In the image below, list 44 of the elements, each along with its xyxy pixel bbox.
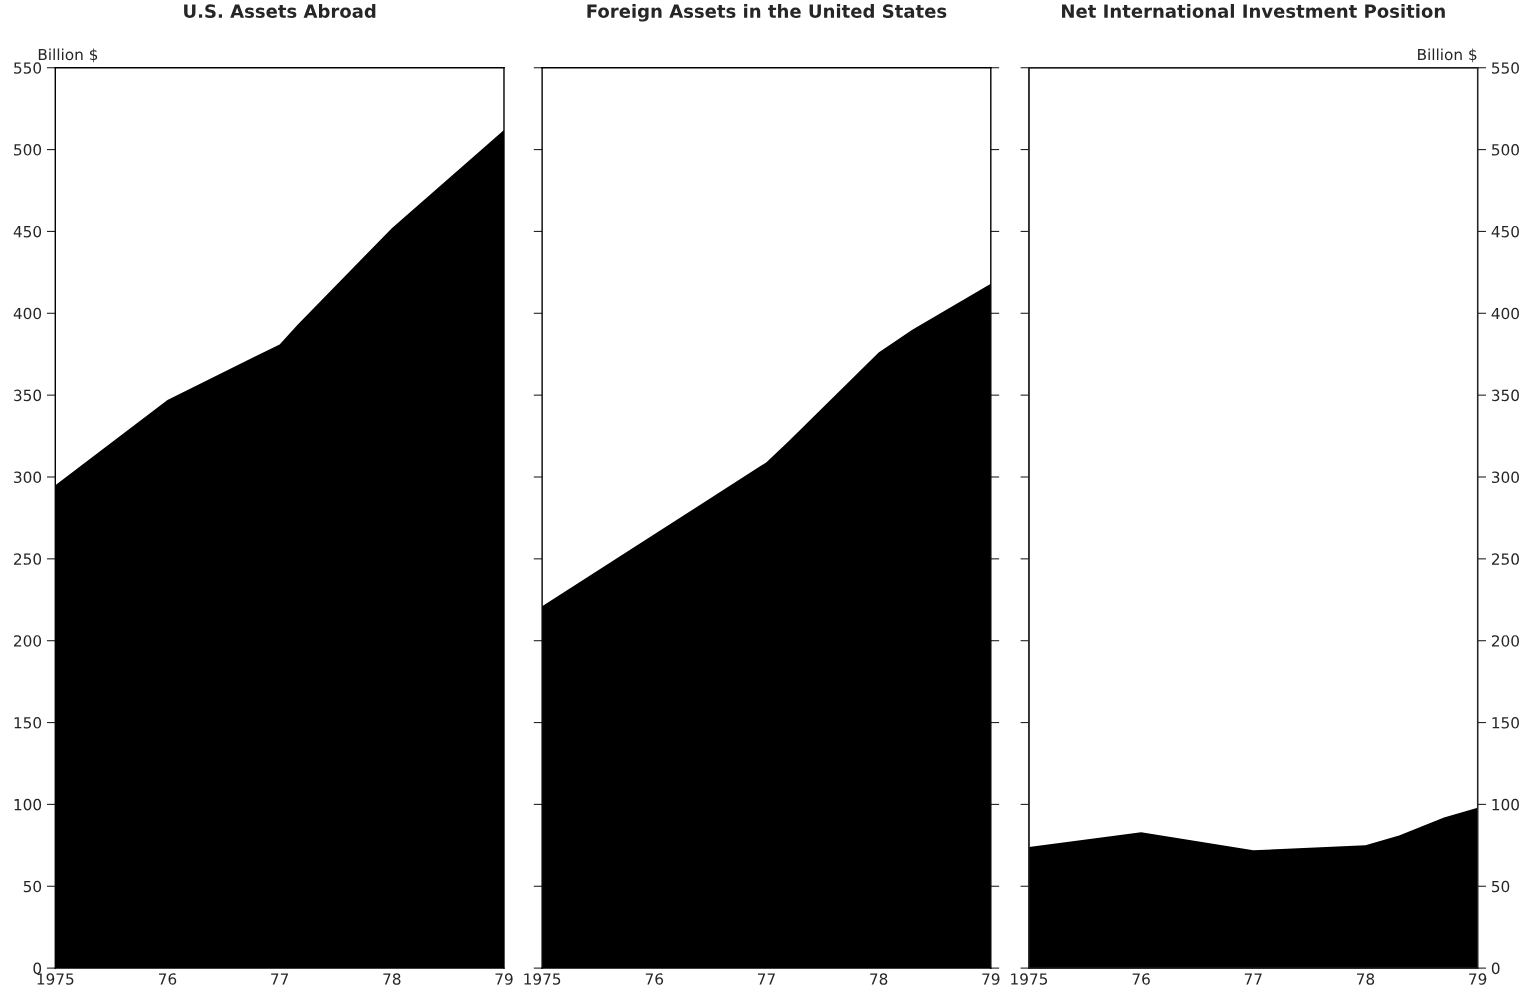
x-tick-label: 79 <box>982 973 1000 985</box>
x-tick-label: 77 <box>1244 973 1262 985</box>
y2-axis-title: Billion $ <box>1418 48 1477 63</box>
y2-tick-label: 400 <box>1491 307 1519 320</box>
x-tick-label: 76 <box>1132 973 1150 985</box>
chart-title: Net International Investment Position <box>1062 4 1445 18</box>
y-tick-label: 500 <box>14 144 42 156</box>
x-tick-label: 76 <box>159 973 177 985</box>
x-tick-label: 1975 <box>37 973 74 985</box>
x-tick-label: 77 <box>271 973 289 985</box>
y2-tick-label: 150 <box>1492 717 1519 729</box>
y-tick-label: 0 <box>33 962 42 975</box>
y2-tick-label: 50 <box>1492 880 1510 893</box>
x-tick-label: 77 <box>758 973 775 985</box>
y2-tick-label: 300 <box>1491 471 1519 484</box>
y2-tick-label: 0 <box>1491 962 1500 975</box>
y-tick-label: 450 <box>13 225 42 238</box>
y-axis-title: Billion $ <box>38 48 98 63</box>
y-tick-label: 550 <box>14 62 42 74</box>
y-tick-label: 250 <box>14 553 42 565</box>
x-tick-label: 79 <box>495 973 513 985</box>
chart-title: Foreign Assets in the United States <box>587 4 947 22</box>
y-tick-label: 100 <box>14 798 42 811</box>
x-tick-label: 79 <box>1469 973 1487 985</box>
y2-tick-label: 250 <box>1491 553 1519 565</box>
y-tick-label: 350 <box>14 389 42 402</box>
x-tick-label: 76 <box>645 973 664 985</box>
x-tick-label: 1975 <box>524 973 561 985</box>
y-tick-label: 200 <box>14 635 42 647</box>
y-tick-label: 400 <box>13 307 42 320</box>
x-tick-label: 78 <box>1356 973 1375 985</box>
y-tick-label: 150 <box>14 717 42 729</box>
x-tick-label: 78 <box>870 973 888 985</box>
y-tick-label: 300 <box>14 471 42 484</box>
y2-tick-label: 550 <box>1492 62 1519 74</box>
y-tick-label: 50 <box>23 880 42 893</box>
chart-title: U.S. Assets Abroad <box>184 4 376 18</box>
x-tick-label: 78 <box>383 973 401 985</box>
y2-tick-label: 450 <box>1491 225 1519 238</box>
x-tick-label: 1975 <box>1011 973 1048 985</box>
y2-tick-label: 500 <box>1492 144 1519 156</box>
y2-tick-label: 100 <box>1492 798 1519 811</box>
y2-tick-label: 350 <box>1491 389 1519 402</box>
y2-tick-label: 200 <box>1491 635 1519 647</box>
